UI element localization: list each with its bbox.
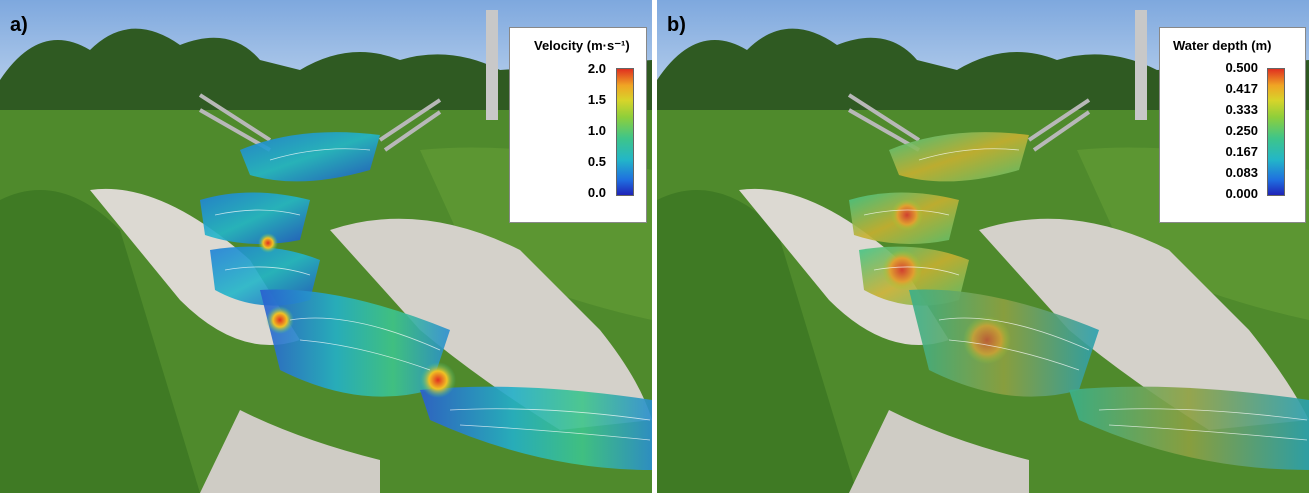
legend-tick: 0.0 xyxy=(587,185,606,200)
panel-label: a) xyxy=(10,14,28,36)
legend-tick: 1.0 xyxy=(587,123,606,138)
velocity-legend: Velocity (m·s⁻¹) 2.0 1.5 1.0 0.5 0.0 xyxy=(509,27,647,223)
panel-water-depth: b) Water depth (m) 0.500 0.417 0.333 0.2… xyxy=(657,0,1309,493)
legend-tick: 0.333 xyxy=(1225,102,1258,117)
legend-tick: 0.167 xyxy=(1225,144,1258,159)
legend-tick: 0.000 xyxy=(1225,186,1258,201)
legend-title: Water depth (m) xyxy=(1173,38,1272,53)
water-depth-legend: Water depth (m) 0.500 0.417 0.333 0.250 … xyxy=(1159,27,1306,223)
legend-tick: 2.0 xyxy=(587,61,606,76)
legend-tick: 0.417 xyxy=(1225,81,1258,96)
legend-tick: 0.5 xyxy=(587,154,606,169)
legend-tick: 1.5 xyxy=(587,92,606,107)
legend-tick: 0.500 xyxy=(1225,60,1258,75)
legend-tick: 0.083 xyxy=(1225,165,1258,180)
legend-title: Velocity (m·s⁻¹) xyxy=(534,38,630,53)
panel-velocity: a) Velocity (m·s⁻¹) 2.0 1.5 1.0 0.5 0.0 xyxy=(0,0,652,493)
water-depth-colorbar xyxy=(1267,68,1285,196)
legend-tick: 0.250 xyxy=(1225,123,1258,138)
velocity-scene-image xyxy=(0,0,652,493)
velocity-colorbar xyxy=(616,68,634,196)
panel-label: b) xyxy=(667,14,686,36)
